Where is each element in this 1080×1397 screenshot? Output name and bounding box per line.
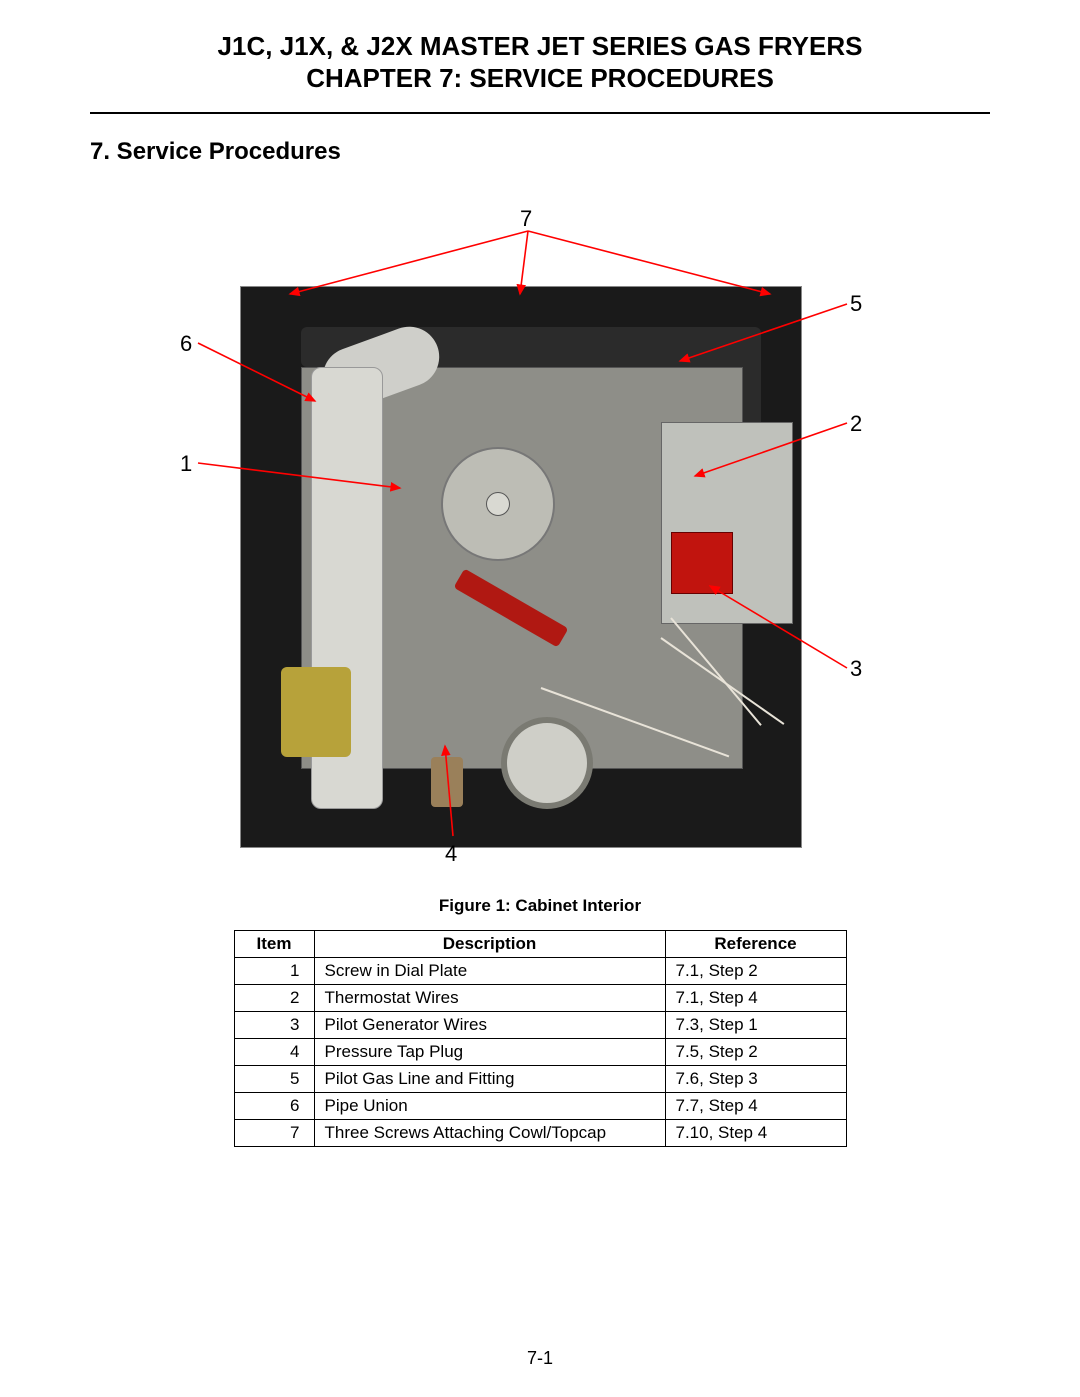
document-page: J1C, J1X, & J2X MASTER JET SERIES GAS FR… [0,0,1080,1397]
union-nut-icon [501,717,593,809]
table-cell: 4 [234,1038,314,1065]
table-cell: 3 [234,1011,314,1038]
table-cell: 1 [234,957,314,984]
table-header: Reference [665,930,846,957]
callout-number: 6 [180,331,192,357]
table-cell: Pressure Tap Plug [314,1038,665,1065]
table-cell: 7 [234,1119,314,1146]
table-cell: 7.1, Step 2 [665,957,846,984]
table-header: Description [314,930,665,957]
callout-number: 1 [180,451,192,477]
table-cell: 7.5, Step 2 [665,1038,846,1065]
table-cell: 7.6, Step 3 [665,1065,846,1092]
table-row: 5Pilot Gas Line and Fitting7.6, Step 3 [234,1065,846,1092]
table-cell: Pilot Generator Wires [314,1011,665,1038]
figure-cabinet-interior: 7 5 6 2 1 3 4 [90,186,990,886]
table-cell: 2 [234,984,314,1011]
page-number: 7-1 [0,1348,1080,1369]
pressure-plug-icon [431,757,463,807]
table-cell: 7.7, Step 4 [665,1092,846,1119]
dial-knob-icon [486,492,510,516]
doc-title-line1: J1C, J1X, & J2X MASTER JET SERIES GAS FR… [90,30,990,63]
table-cell: 7.10, Step 4 [665,1119,846,1146]
table-row: 6Pipe Union7.7, Step 4 [234,1092,846,1119]
table-cell: Screw in Dial Plate [314,957,665,984]
table-cell: 7.3, Step 1 [665,1011,846,1038]
table-row: 1Screw in Dial Plate7.1, Step 2 [234,957,846,984]
parts-table: ItemDescriptionReference 1Screw in Dial … [234,930,847,1147]
table-row: 3Pilot Generator Wires7.3, Step 1 [234,1011,846,1038]
section-heading: 7. Service Procedures [90,138,990,166]
valve-red-block-icon [671,532,733,594]
doc-title-line2: CHAPTER 7: SERVICE PROCEDURES [90,63,990,94]
callout-number: 2 [850,411,862,437]
table-cell: Thermostat Wires [314,984,665,1011]
callout-number: 7 [520,206,532,232]
table-cell: Three Screws Attaching Cowl/Topcap [314,1119,665,1146]
brass-valve-icon [281,667,351,757]
callout-number: 4 [445,841,457,867]
table-cell: 5 [234,1065,314,1092]
title-rule [90,112,990,114]
figure-caption: Figure 1: Cabinet Interior [90,896,990,916]
table-cell: Pipe Union [314,1092,665,1119]
table-cell: 6 [234,1092,314,1119]
table-row: 2Thermostat Wires7.1, Step 4 [234,984,846,1011]
table-header: Item [234,930,314,957]
table-cell: 7.1, Step 4 [665,984,846,1011]
cabinet-photo [240,286,802,848]
callout-number: 5 [850,291,862,317]
table-cell: Pilot Gas Line and Fitting [314,1065,665,1092]
table-row: 4Pressure Tap Plug7.5, Step 2 [234,1038,846,1065]
table-row: 7Three Screws Attaching Cowl/Topcap7.10,… [234,1119,846,1146]
callout-number: 3 [850,656,862,682]
